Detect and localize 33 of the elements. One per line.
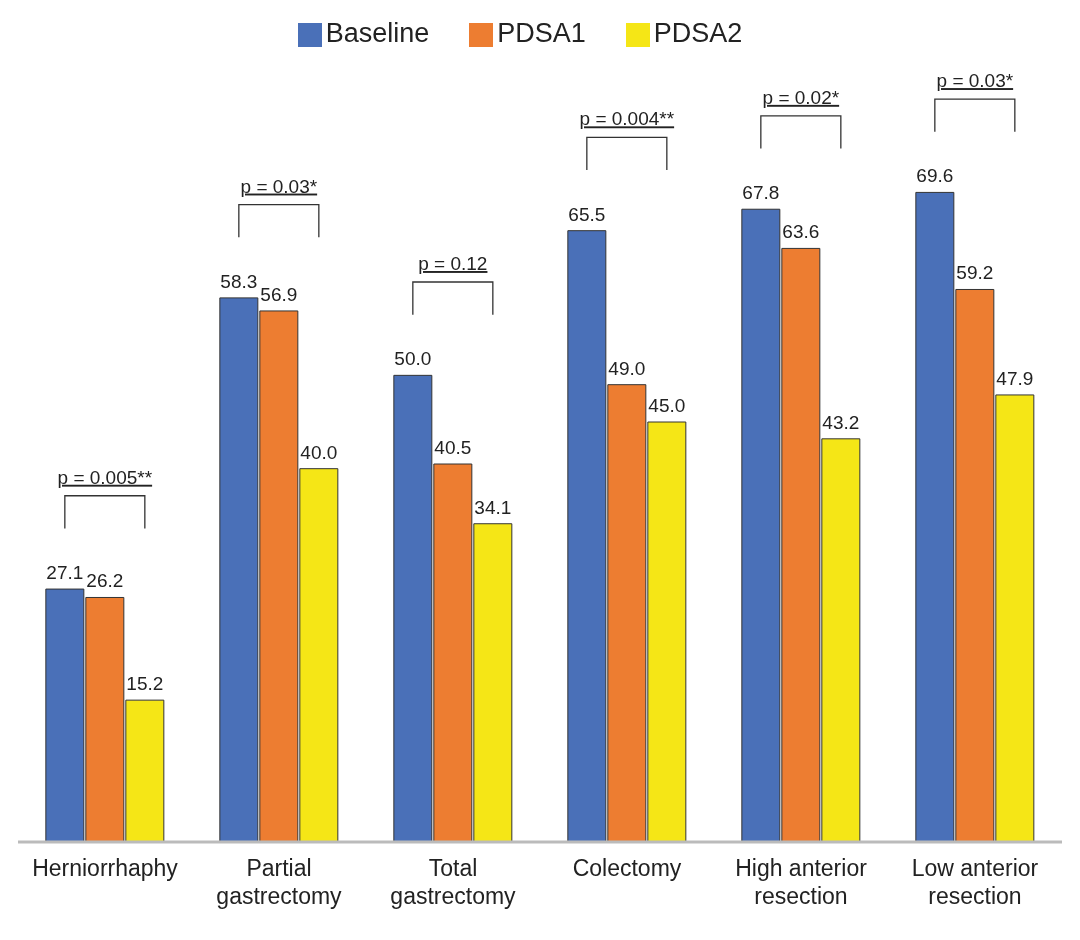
- text: p = 0.02*: [762, 86, 840, 108]
- legend-label: PDSA1: [497, 18, 586, 48]
- data-label: 34.1: [474, 496, 512, 518]
- x-tick-label: Colectomy: [572, 855, 682, 881]
- annotation: p = 0.03*: [240, 175, 318, 197]
- text: p = 0.004**: [579, 108, 675, 130]
- x-tick-label: High anterior resection: [735, 855, 868, 909]
- data-label: 15.2: [126, 673, 164, 695]
- data-label: 65.5: [568, 203, 606, 225]
- data-label: 40.5: [434, 437, 472, 459]
- legend-label: PDSA2: [653, 18, 743, 48]
- data-label: 45.0: [648, 395, 686, 417]
- data-label: 58.3: [220, 270, 258, 292]
- legend-label: Baseline: [325, 18, 430, 48]
- x-tick-label: Partial gastrectomy: [216, 855, 343, 909]
- annotation: p = 0.005**: [57, 466, 153, 488]
- x-tick-label: Total gastrectomy: [390, 855, 517, 909]
- annotation: p = 0.12: [418, 253, 488, 275]
- x-tick-label: Low anterior resection: [911, 855, 1039, 909]
- data-label: 27.1: [46, 562, 84, 584]
- data-label: 67.8: [742, 182, 780, 204]
- data-label: 56.9: [260, 283, 298, 305]
- data-label: 49.0: [608, 357, 646, 379]
- text: p = 0.03*: [936, 70, 1014, 92]
- data-label: 69.6: [916, 165, 954, 187]
- data-label: 43.2: [822, 411, 860, 433]
- data-label: 59.2: [956, 262, 994, 284]
- data-label: 47.9: [996, 367, 1034, 389]
- data-label: 26.2: [86, 570, 124, 592]
- x-tick-label: Herniorrhaphy: [32, 855, 179, 881]
- data-label: 50.0: [394, 348, 432, 370]
- data-label: 63.6: [782, 221, 820, 243]
- data-label: 40.0: [300, 441, 338, 463]
